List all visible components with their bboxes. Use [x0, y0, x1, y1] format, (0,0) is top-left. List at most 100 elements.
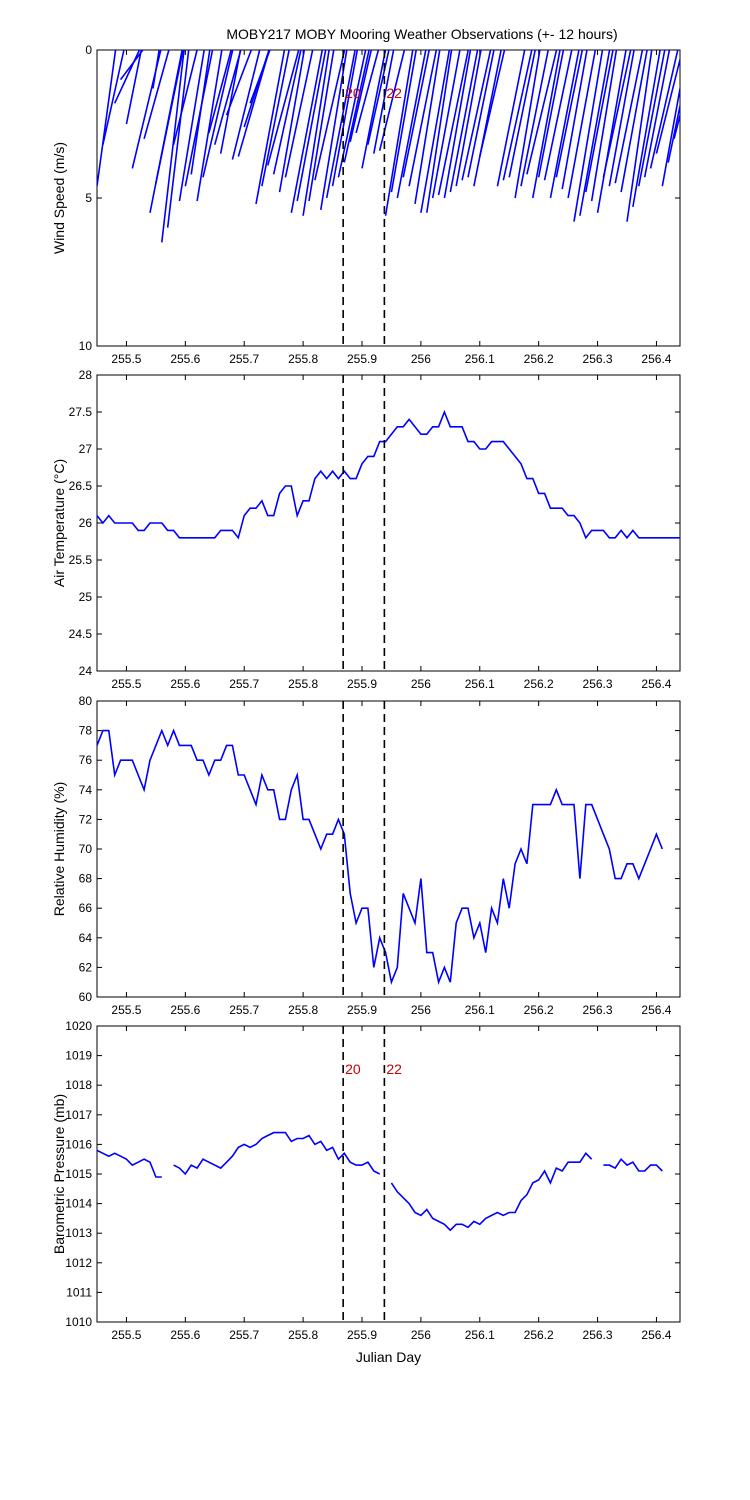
wind-xtick-label: 255.7 [229, 352, 259, 366]
airtemp-xtick-label: 256.2 [524, 677, 554, 691]
wind-stick [414, 50, 441, 205]
humidity-xtick-label: 255.9 [347, 1003, 377, 1017]
humidity-xtick-label: 255.6 [170, 1003, 200, 1017]
wind-stick [190, 50, 211, 175]
humidity-panel: 255.5 255.6 255.7 255.8 255.9 256 256.1 256.2 25… [51, 694, 681, 1017]
wind-stick [655, 56, 680, 154]
pressure-ylabel: Barometric Pressure (mb) [51, 1094, 67, 1254]
wind-xtick-label: 255.8 [288, 352, 318, 366]
wind-xtick-label: 256.4 [641, 352, 671, 366]
humidity-xtick-label: 255.7 [229, 1003, 259, 1017]
airtemp-ytick-label: 27.5 [69, 405, 93, 419]
wind-stick [661, 84, 680, 187]
pressure-ytick-label: 1012 [65, 1256, 92, 1270]
wind-stick [467, 50, 495, 178]
wind-stick [349, 50, 373, 142]
airtemp-xtick-label: 256.1 [465, 677, 495, 691]
airtemp-xtick-label: 255.5 [111, 677, 141, 691]
wind-stick [384, 50, 414, 216]
pressure-xtick-label: 256.3 [583, 1328, 613, 1342]
airtemp-ytick-label: 28 [79, 368, 93, 382]
pressure-ytick-label: 1018 [65, 1078, 92, 1092]
wind-xtick-label: 256.2 [524, 352, 554, 366]
pressure-xtick-label: 255.7 [229, 1328, 259, 1342]
wind-stick [520, 50, 549, 187]
wind-stick [508, 50, 536, 178]
wind-xtick-label: 256.3 [583, 352, 613, 366]
airtemp-ytick-label: 25 [79, 590, 93, 604]
wind-stick [584, 50, 614, 193]
wind-stick [496, 50, 526, 187]
wind-marker-label: 20 [345, 85, 361, 101]
airtemp-xtick-label: 255.6 [170, 677, 200, 691]
airtemp-xtick-label: 255.7 [229, 677, 259, 691]
wind-stick [267, 50, 300, 166]
humidity-plot-area [97, 728, 664, 986]
airtemp-xtick-label: 255.9 [347, 677, 377, 691]
humidity-ytick-label: 72 [79, 812, 93, 826]
wind-stick [420, 50, 451, 213]
wind-stick [214, 50, 242, 145]
wind-stick [579, 50, 611, 216]
wind-stick [573, 50, 604, 222]
wind-stick [555, 50, 584, 178]
wind-stick [543, 50, 573, 181]
humidity-ytick-label: 76 [79, 753, 93, 767]
wind-stick [255, 50, 286, 205]
humidity-ytick-label: 68 [79, 872, 93, 886]
pressure-xtick-label: 256.2 [524, 1328, 554, 1342]
pressure-ytick-label: 1011 [66, 1285, 92, 1299]
wind-stick [614, 50, 644, 184]
wind-stick [408, 50, 438, 187]
wind-stick [478, 50, 506, 157]
wind-stick [443, 50, 472, 199]
wind-stick [166, 50, 190, 228]
humidity-ytick-label: 70 [79, 842, 93, 856]
wind-stick [425, 50, 453, 213]
wind-stick [590, 50, 618, 202]
pressure-xtick-label: 256.4 [641, 1328, 671, 1342]
wind-xtick-label: 256.1 [465, 352, 495, 366]
humidity-ylabel: Relative Humidity (%) [51, 782, 67, 917]
pressure-xtick-label: 255.6 [170, 1328, 200, 1342]
airtemp-ylabel: Air Temperature (°C) [51, 459, 67, 587]
airtemp-ytick-label: 27 [79, 442, 93, 456]
wind-stick [290, 50, 324, 213]
wind-stick [626, 50, 653, 222]
wind-xtick-label: 255.5 [111, 352, 141, 366]
wind-stick [249, 50, 271, 104]
figure-title: MOBY217 MOBY Mooring Weather Observation… [226, 26, 617, 42]
airtemp-ytick-label: 25.5 [69, 553, 93, 567]
wind-stick [526, 50, 558, 175]
humidity-xtick-label: 255.5 [111, 1003, 141, 1017]
wind-stick [367, 50, 390, 145]
pressure-ytick-label: 1010 [65, 1315, 92, 1329]
humidity-xtick-label: 256.2 [524, 1003, 554, 1017]
wind-stick [596, 50, 627, 213]
wind-stick [461, 50, 492, 181]
wind-xtick-label: 256 [411, 352, 431, 366]
wind-stick [331, 50, 359, 187]
wind-stick [620, 50, 648, 193]
wind-stick [125, 50, 143, 125]
wind-stick [97, 50, 117, 187]
wind-stick [196, 50, 223, 202]
airtemp-axes-box [96, 374, 681, 672]
wind-stick [102, 50, 125, 145]
pressure-plot-area [97, 1131, 663, 1232]
wind-stick [160, 50, 185, 243]
wind-stick [208, 50, 232, 134]
airtemp-xtick-label: 256.3 [583, 677, 613, 691]
pressure-series-line [173, 1131, 381, 1176]
wind-stick [219, 50, 242, 154]
humidity-ytick-label: 66 [79, 901, 93, 915]
airtemp-ytick-label: 24 [79, 664, 93, 678]
pressure-ytick-label: 1015 [65, 1167, 92, 1181]
humidity-ytick-label: 80 [79, 694, 93, 708]
airtemp-ytick-label: 24.5 [69, 627, 93, 641]
wind-stick [567, 50, 597, 199]
airtemp-xtick-label: 255.8 [288, 677, 318, 691]
pressure-ytick-label: 1017 [65, 1108, 92, 1122]
wind-plot-area [97, 50, 680, 243]
